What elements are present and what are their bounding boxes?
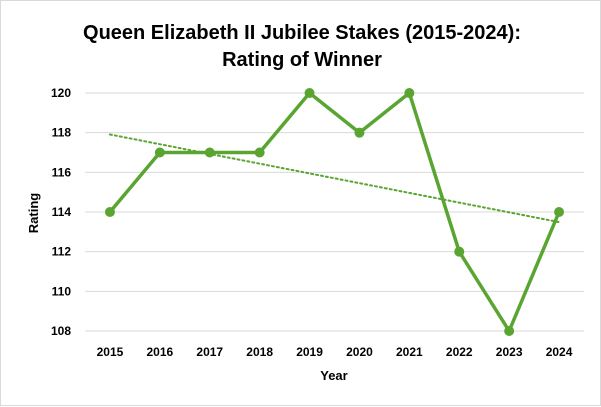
x-tick-label-2024: 2024 <box>546 345 573 359</box>
y-tick-label-116: 116 <box>52 165 72 179</box>
y-tick-label-108: 108 <box>51 324 71 338</box>
y-tick-label-114: 114 <box>52 205 72 219</box>
data-point-2017 <box>204 147 215 158</box>
x-axis-title: Year <box>320 368 347 383</box>
x-tick-label-2022: 2022 <box>446 345 473 359</box>
x-tick-label-2016: 2016 <box>146 345 173 359</box>
gridlines <box>85 92 584 332</box>
data-point-2015 <box>104 207 115 217</box>
data-point-2018 <box>254 147 265 158</box>
data-point-2020 <box>354 127 365 138</box>
data-point-2019 <box>304 88 315 98</box>
y-tick-label-118: 118 <box>52 126 72 140</box>
data-point-2021 <box>404 88 415 98</box>
x-tick-label-2023: 2023 <box>496 345 523 359</box>
data-point-2024 <box>554 207 565 217</box>
x-tick-label-2020: 2020 <box>346 345 373 359</box>
y-tick-label-120: 120 <box>51 86 71 100</box>
x-tick-label-2019: 2019 <box>296 345 323 359</box>
x-axis-ticks: 2015 2016 2017 2018 2019 2020 2021 2022 2023 2024 <box>97 345 573 359</box>
y-axis-title: Rating <box>26 193 41 234</box>
series-layer <box>104 88 565 336</box>
x-tick-label-2018: 2018 <box>246 345 273 359</box>
y-tick-label-112: 112 <box>52 245 72 259</box>
y-tick-label-110: 110 <box>52 284 72 298</box>
x-tick-label-2021: 2021 <box>396 345 423 359</box>
data-point-2023 <box>504 326 515 336</box>
trendline-layer <box>108 133 561 224</box>
series-line-0 <box>108 91 561 333</box>
trendline <box>108 133 561 224</box>
x-tick-label-2015: 2015 <box>97 345 124 359</box>
data-point-2016 <box>154 147 165 158</box>
x-tick-label-2017: 2017 <box>196 345 223 359</box>
data-point-2022 <box>454 246 465 257</box>
chart-title-line-1: Queen Elizabeth II Jubilee Stakes (2015-… <box>83 22 521 44</box>
y-axis-ticks: 108 110 112 114 116 118 120 <box>51 86 71 338</box>
chart-title-line-2: Rating of Winner <box>222 49 382 71</box>
